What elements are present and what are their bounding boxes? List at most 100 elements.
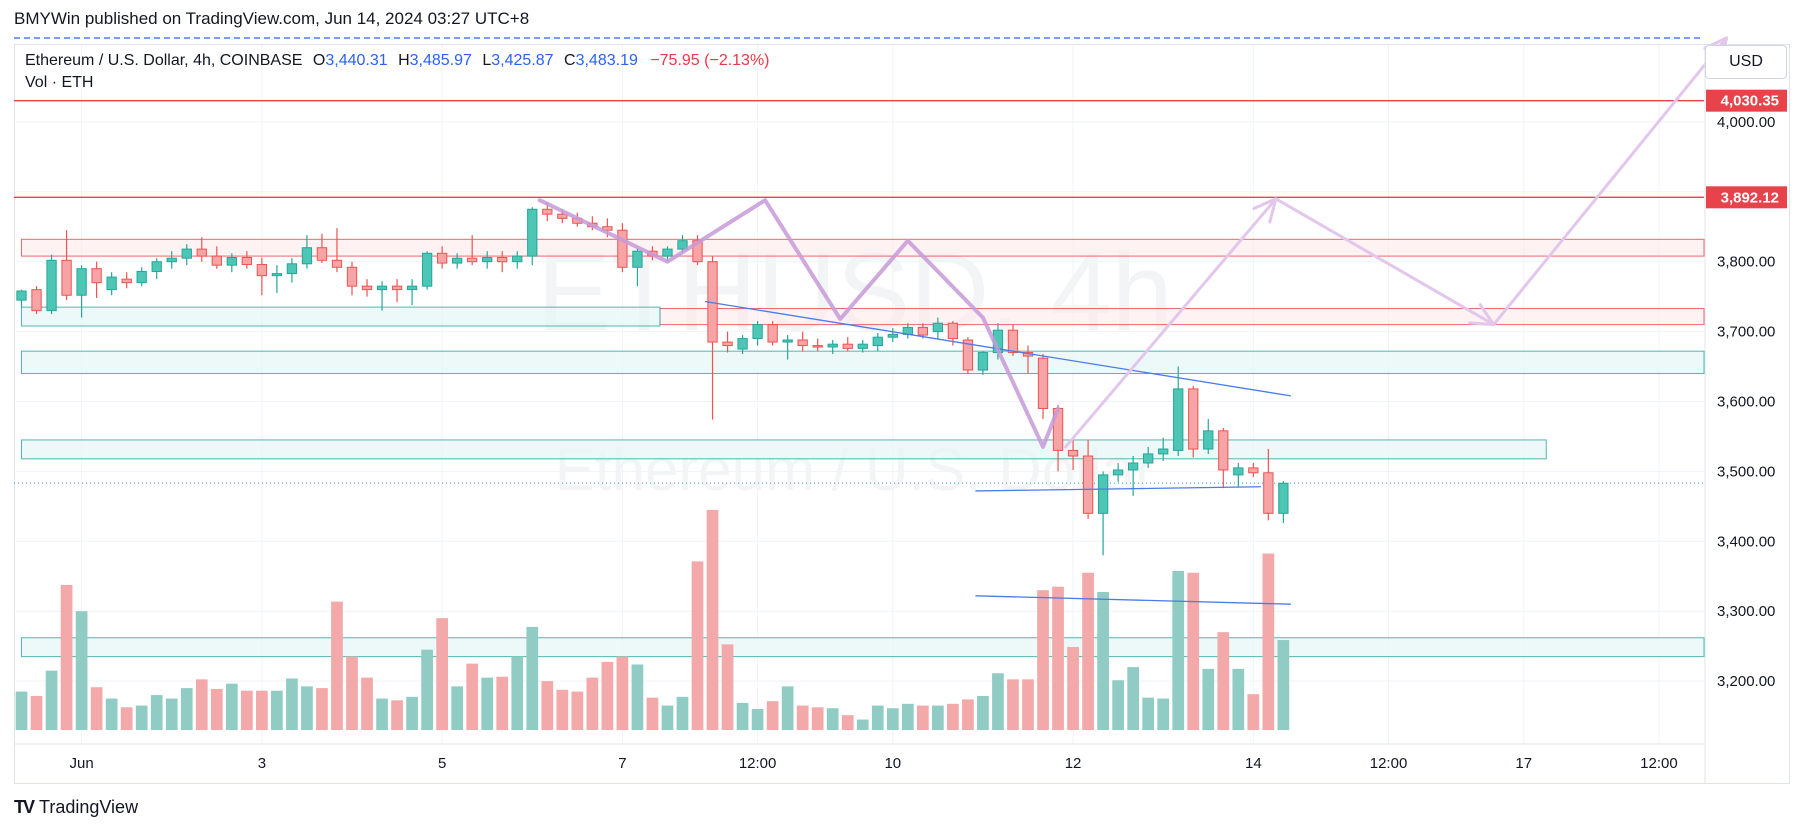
candle-body: [512, 255, 523, 263]
candle-body: [406, 285, 418, 291]
volume-bar: [932, 705, 944, 731]
volume-bar: [586, 677, 599, 731]
volume-bar: [781, 686, 794, 731]
trend-line: [975, 595, 1291, 605]
volume-bar: [1232, 668, 1245, 731]
candle: [1143, 446, 1154, 468]
candle: [527, 207, 538, 266]
volume-bar: [766, 701, 779, 731]
arrow-shaft: [1492, 36, 1729, 327]
volume-bar: [796, 705, 809, 731]
chart-frame: [14, 44, 1790, 784]
candle-body: [286, 263, 298, 275]
volume-bar: [826, 708, 839, 731]
volume-bar: [811, 707, 824, 731]
volume-bar: [256, 690, 268, 731]
candle: [1082, 439, 1094, 519]
volume-bar: [451, 686, 464, 731]
candle-body: [46, 259, 57, 312]
high-label: H: [398, 52, 410, 69]
candle-body: [196, 248, 207, 257]
volume-bar: [1127, 667, 1140, 731]
volume-bar: [331, 601, 343, 731]
candle-body: [1127, 462, 1139, 471]
candle-body: [722, 341, 733, 347]
candle-body: [527, 208, 538, 257]
candle-body: [451, 257, 463, 264]
candle-body: [391, 285, 403, 291]
candle-body: [542, 208, 553, 215]
candle: [1248, 463, 1259, 477]
candle: [1233, 463, 1244, 487]
volume-bar: [736, 702, 749, 731]
y-tick-label: 4,000.00: [1717, 114, 1775, 131]
volume-bar: [436, 618, 448, 731]
candle: [346, 261, 358, 296]
candle: [932, 317, 944, 339]
candle-body: [1067, 449, 1079, 457]
volume-bar: [1277, 640, 1290, 731]
volume-bar: [871, 705, 884, 731]
volume-bar: [271, 690, 283, 731]
volume-bar: [210, 688, 223, 731]
volume-bar: [856, 719, 869, 731]
volume-bar: [361, 677, 373, 731]
candle-body: [1233, 467, 1244, 476]
candle-body: [331, 259, 343, 268]
volume-bar: [541, 681, 554, 731]
candle-body: [947, 322, 959, 340]
volume-bar: [1037, 590, 1049, 731]
candle: [76, 265, 87, 318]
zigzag-path: [537, 198, 1061, 449]
candle-body: [842, 343, 853, 349]
candle: [301, 235, 313, 269]
arrow-head: [1252, 197, 1278, 211]
price-label: 4,030.35: [1721, 93, 1779, 110]
grid: [14, 45, 1704, 744]
volume-bar: [977, 695, 989, 731]
currency-button[interactable]: USD: [1705, 45, 1787, 79]
volume-bar: [1022, 679, 1034, 731]
candle: [421, 251, 433, 290]
candle: [46, 254, 57, 315]
volume-bar: [466, 663, 479, 731]
candle: [1188, 386, 1199, 458]
volume-bar: [721, 644, 734, 731]
y-tick-label: 3,800.00: [1717, 254, 1775, 271]
volume-bar: [150, 695, 163, 731]
x-tick-label: 3: [258, 755, 266, 772]
volume-bar: [60, 584, 73, 731]
candle-body: [121, 278, 132, 284]
x-tick-label: 12:00: [1640, 755, 1678, 772]
y-tick-label: 3,500.00: [1717, 463, 1775, 480]
volume-bar: [105, 698, 118, 731]
candle-body: [557, 213, 568, 219]
candle-body: [767, 324, 778, 343]
candle-body: [1278, 482, 1289, 514]
volume-bar: [391, 700, 403, 731]
candle: [136, 267, 147, 287]
low-value: 3,425.87: [491, 52, 554, 69]
candle: [196, 237, 207, 262]
candle: [91, 261, 102, 299]
candle: [106, 272, 117, 296]
support-zone: [21, 637, 1705, 658]
candle: [31, 286, 42, 315]
candle-body: [151, 261, 162, 272]
candle: [166, 251, 177, 269]
volume-bar: [90, 687, 103, 731]
projection-arrow: [1492, 36, 1729, 327]
candle: [632, 247, 643, 287]
tradingview-logo[interactable]: TV TradingView: [14, 797, 138, 818]
volume-bar: [526, 626, 539, 731]
volume-bar: [676, 696, 689, 731]
volume-bar: [1247, 694, 1260, 731]
publisher-line: BMYWin published on TradingView.com, Jun…: [14, 9, 530, 28]
candle-body: [271, 273, 283, 277]
candle: [857, 339, 868, 353]
volume-bar: [1007, 679, 1019, 731]
volume-bar: [406, 696, 418, 731]
volume-bar: [481, 677, 494, 731]
candle-body: [346, 266, 358, 287]
